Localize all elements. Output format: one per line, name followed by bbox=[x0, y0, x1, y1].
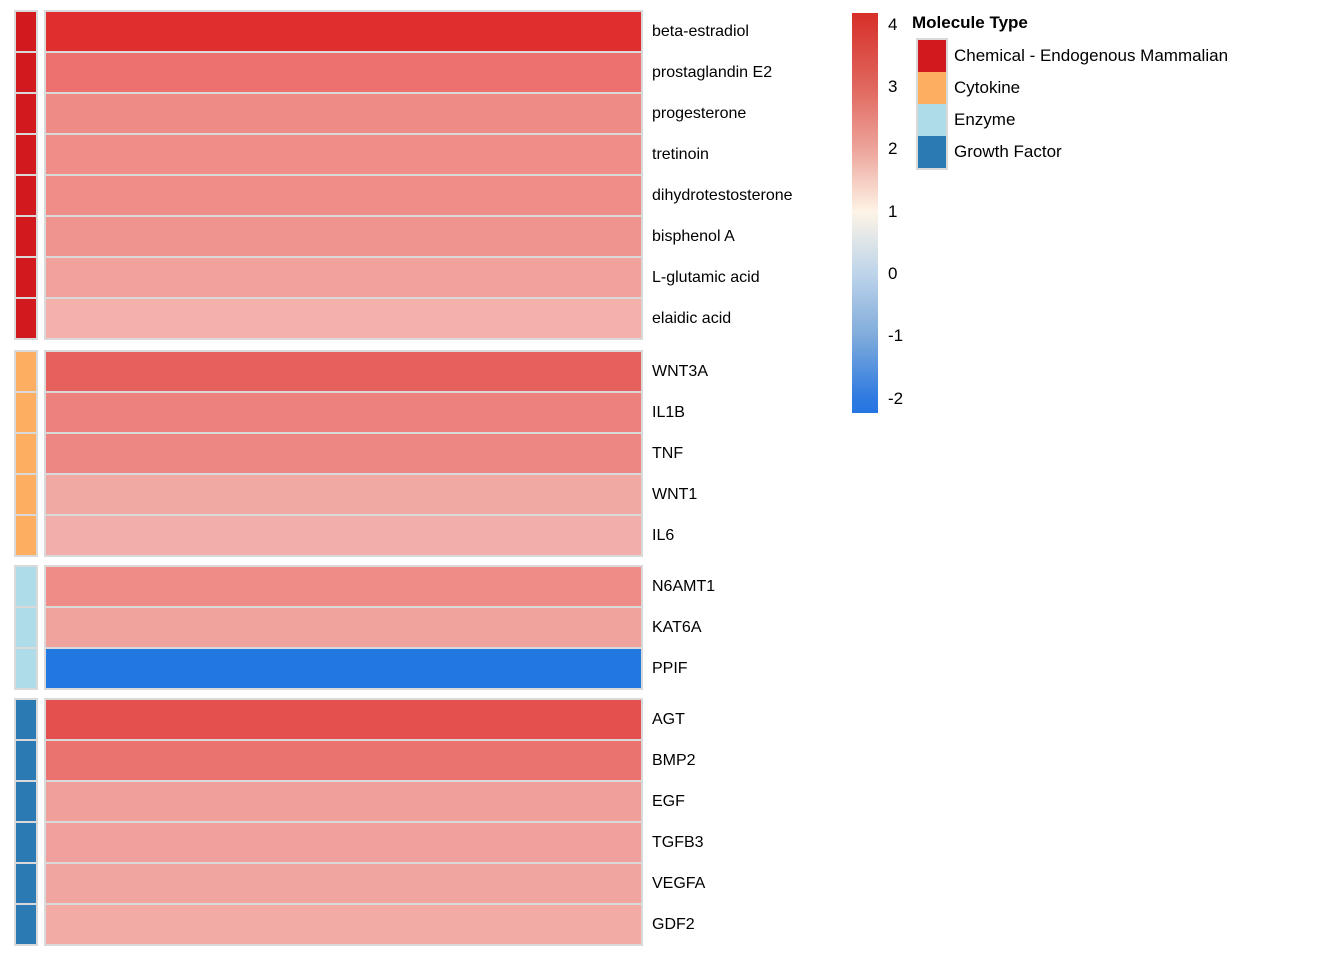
legend-swatch-column bbox=[916, 38, 948, 170]
heatmap-column-2 bbox=[44, 565, 643, 690]
row-label: bisphenol A bbox=[652, 227, 735, 245]
heatmap-cell bbox=[46, 299, 641, 338]
row-label: beta-estradiol bbox=[652, 22, 749, 40]
heatmap-cell bbox=[46, 53, 641, 92]
annotation-column-1 bbox=[14, 350, 38, 557]
colorbar-gradient bbox=[852, 13, 878, 413]
row-label: VEGFA bbox=[652, 874, 706, 892]
row-label: GDF2 bbox=[652, 915, 695, 933]
heatmap-cell bbox=[46, 434, 641, 473]
annotation-cell bbox=[16, 700, 36, 739]
annotation-cell bbox=[16, 258, 36, 297]
legend-label: Enzyme bbox=[954, 110, 1016, 129]
row-label: progesterone bbox=[652, 104, 747, 122]
annotation-cell bbox=[16, 434, 36, 473]
annotation-cell bbox=[16, 649, 36, 688]
annotation-column-3 bbox=[14, 698, 38, 946]
colorbar-tick-label: -1 bbox=[888, 326, 904, 346]
annotation-column-2 bbox=[14, 565, 38, 690]
annotation-cell bbox=[16, 12, 36, 51]
annotation-cell bbox=[16, 608, 36, 647]
row-label: dihydrotestosterone bbox=[652, 186, 793, 204]
heatmap-cell bbox=[46, 176, 641, 215]
heatmap-cell bbox=[46, 782, 641, 821]
row-label: tretinoin bbox=[652, 145, 709, 163]
heatmap-cell bbox=[46, 649, 641, 688]
row-label: IL1B bbox=[652, 403, 685, 421]
heatmap-cell bbox=[46, 217, 641, 256]
heatmap-cell bbox=[46, 135, 641, 174]
heatmap-cell bbox=[46, 567, 641, 606]
heatmap-cell bbox=[46, 905, 641, 944]
annotation-cell bbox=[16, 299, 36, 338]
heatmap-column-0 bbox=[44, 10, 643, 340]
colorbar-tick-label: 1 bbox=[888, 201, 898, 221]
annotation-cell bbox=[16, 135, 36, 174]
annotation-cell bbox=[16, 823, 36, 862]
row-label: BMP2 bbox=[652, 751, 696, 769]
row-label: elaidic acid bbox=[652, 309, 732, 327]
heatmap-cell bbox=[46, 741, 641, 780]
annotation-cell bbox=[16, 393, 36, 432]
colorbar-tick-label: -2 bbox=[888, 388, 904, 408]
heatmap-cell bbox=[46, 258, 641, 297]
colorbar-tick-label: 4 bbox=[888, 14, 898, 34]
legend-label: Chemical - Endogenous Mammalian bbox=[954, 46, 1229, 65]
heatmap-cell bbox=[46, 94, 641, 133]
row-label: N6AMT1 bbox=[652, 577, 716, 595]
row-label: KAT6A bbox=[652, 618, 702, 636]
colorbar-tick-label: 2 bbox=[888, 139, 898, 159]
heatmap-cell bbox=[46, 352, 641, 391]
legend-swatch bbox=[918, 72, 946, 104]
row-label: EGF bbox=[652, 792, 685, 810]
legend-label: Cytokine bbox=[954, 78, 1021, 97]
heatmap-cell bbox=[46, 475, 641, 514]
row-label: TGFB3 bbox=[652, 833, 704, 851]
annotation-cell bbox=[16, 864, 36, 903]
heatmap-cell bbox=[46, 700, 641, 739]
annotation-column-0 bbox=[14, 10, 38, 340]
legend-swatch bbox=[918, 40, 946, 72]
heatmap-cell bbox=[46, 608, 641, 647]
row-label: IL6 bbox=[652, 526, 675, 544]
row-label: WNT3A bbox=[652, 362, 708, 380]
annotation-cell bbox=[16, 176, 36, 215]
heatmap-cell bbox=[46, 864, 641, 903]
colorbar-tick-label: 3 bbox=[888, 77, 898, 97]
annotation-cell bbox=[16, 905, 36, 944]
heatmap-cell bbox=[46, 516, 641, 555]
annotation-cell bbox=[16, 94, 36, 133]
legend-swatch bbox=[918, 136, 946, 168]
heatmap-column-1 bbox=[44, 350, 643, 557]
annotation-cell bbox=[16, 475, 36, 514]
legend-label: Growth Factor bbox=[954, 142, 1062, 161]
annotation-cell bbox=[16, 567, 36, 606]
row-label: PPIF bbox=[652, 659, 688, 677]
annotation-cell bbox=[16, 741, 36, 780]
annotation-cell bbox=[16, 516, 36, 555]
legend-swatch bbox=[918, 104, 946, 136]
heatmap-column-3 bbox=[44, 698, 643, 946]
heatmap-cell bbox=[46, 12, 641, 51]
annotation-cell bbox=[16, 217, 36, 256]
row-label: L-glutamic acid bbox=[652, 268, 760, 286]
annotation-cell bbox=[16, 352, 36, 391]
legend-title: Molecule Type bbox=[912, 13, 1028, 32]
annotation-cell bbox=[16, 782, 36, 821]
heatmap-cell bbox=[46, 823, 641, 862]
row-label: WNT1 bbox=[652, 485, 698, 503]
heatmap-cell bbox=[46, 393, 641, 432]
row-label: TNF bbox=[652, 444, 684, 462]
row-label: prostaglandin E2 bbox=[652, 63, 773, 81]
colorbar-tick-label: 0 bbox=[888, 264, 898, 284]
row-label: AGT bbox=[652, 710, 685, 728]
annotation-cell bbox=[16, 53, 36, 92]
